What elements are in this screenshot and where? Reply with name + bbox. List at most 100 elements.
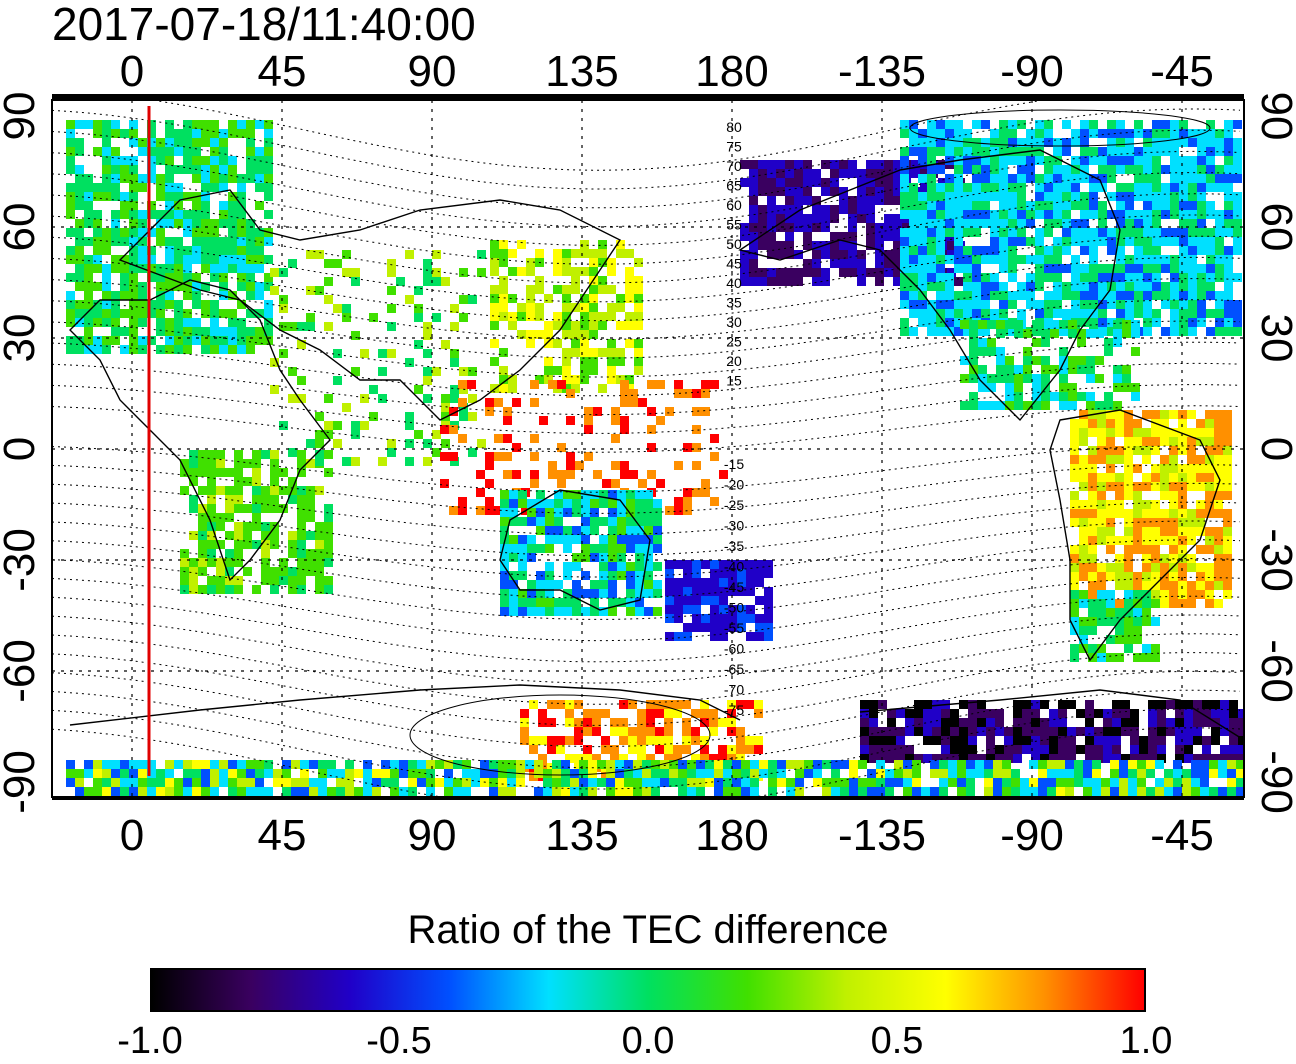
tec-cell	[1070, 581, 1079, 590]
tec-cell	[984, 787, 993, 796]
tec-cell	[705, 778, 714, 787]
tec-cell	[918, 228, 927, 237]
tec-cell	[246, 264, 255, 273]
tec-cell	[1133, 545, 1142, 554]
tec-cell	[1238, 754, 1244, 763]
tec-cell	[279, 486, 288, 495]
tec-cell	[318, 769, 327, 778]
tec-cell	[1053, 210, 1062, 219]
tec-cell	[754, 709, 763, 718]
tec-cell	[291, 778, 300, 787]
tec-cell	[993, 760, 1002, 769]
tec-cell	[990, 192, 999, 201]
tec-cell	[1160, 509, 1169, 518]
tec-cell	[1050, 320, 1059, 329]
tec-cell	[767, 250, 776, 259]
tec-cell	[1170, 129, 1179, 138]
tec-cell	[876, 778, 885, 787]
tec-cell	[520, 709, 529, 718]
tec-cell	[75, 309, 84, 318]
tec-cell	[869, 727, 878, 736]
tec-cell	[297, 486, 306, 495]
tec-cell	[1008, 291, 1017, 300]
tec-cell	[120, 174, 129, 183]
tec-cell	[959, 700, 968, 709]
tec-cell	[1187, 464, 1196, 473]
tec-cell	[701, 479, 710, 488]
tec-cell	[1151, 482, 1160, 491]
tec-cell	[607, 366, 616, 375]
tec-cell	[1142, 608, 1151, 617]
tec-cell	[936, 309, 945, 318]
tec-cell	[1179, 192, 1188, 201]
tec-cell	[1161, 327, 1170, 336]
tec-cell	[561, 760, 570, 769]
tec-cell	[509, 580, 518, 589]
tec-cell	[655, 709, 664, 718]
tec-cell	[571, 348, 580, 357]
tec-cell	[936, 237, 945, 246]
tec-cell	[776, 268, 785, 277]
tec-cell	[905, 754, 914, 763]
tec-cell	[737, 587, 746, 596]
tec-cell	[936, 192, 945, 201]
tec-cell	[1206, 174, 1215, 183]
tec-cell	[494, 434, 503, 443]
tec-cell	[1053, 138, 1062, 147]
tec-cell	[936, 327, 945, 336]
tec-cell	[589, 321, 598, 330]
tec-cell	[909, 300, 918, 309]
tec-cell	[936, 291, 945, 300]
tec-cell	[941, 709, 950, 718]
contour-label: 65	[726, 178, 742, 194]
tec-cell	[1151, 464, 1160, 473]
tec-cell	[1002, 787, 1011, 796]
tec-cell	[1133, 509, 1142, 518]
contour-line	[52, 464, 1241, 514]
tec-cell	[192, 318, 201, 327]
tec-cell	[857, 268, 866, 277]
tec-cell	[1160, 491, 1169, 500]
tec-cell	[1035, 183, 1044, 192]
tec-cell	[417, 778, 426, 787]
tec-cell	[1187, 509, 1196, 518]
tec-cell	[945, 138, 954, 147]
tec-cell	[405, 421, 414, 430]
tec-cell	[574, 727, 583, 736]
tec-cell	[1229, 754, 1238, 763]
tec-cell	[1214, 554, 1223, 563]
tec-cell	[1115, 635, 1124, 644]
tec-cell	[986, 718, 995, 727]
tec-cell	[1205, 590, 1214, 599]
tec-cell	[1233, 201, 1242, 210]
tec-cell	[1008, 219, 1017, 228]
tec-cell	[545, 526, 554, 535]
tec-cell	[545, 517, 554, 526]
tec-cell	[821, 268, 830, 277]
tec-cell	[1152, 147, 1161, 156]
tec-cell	[75, 147, 84, 156]
tec-cell	[1106, 437, 1115, 446]
tec-cell	[990, 228, 999, 237]
tec-cell	[1124, 644, 1133, 653]
tec-cell	[360, 394, 369, 403]
tec-cell	[977, 709, 986, 718]
tec-cell	[972, 219, 981, 228]
tec-cell	[1131, 347, 1140, 356]
tec-cell	[485, 506, 494, 515]
tec-cell	[1214, 446, 1223, 455]
tec-cell	[692, 488, 701, 497]
tec-cell	[1097, 644, 1106, 653]
tec-cell	[508, 321, 517, 330]
tec-cell	[1088, 455, 1097, 464]
tec-cell	[147, 760, 156, 769]
tec-cell	[237, 318, 246, 327]
tec-cell	[1113, 329, 1122, 338]
contour-line	[52, 129, 1241, 209]
tec-cell	[580, 330, 589, 339]
tec-cell	[644, 508, 653, 517]
tec-cell	[987, 374, 996, 383]
tec-cell	[714, 760, 723, 769]
tec-cell	[1115, 626, 1124, 635]
tec-cell	[930, 769, 939, 778]
